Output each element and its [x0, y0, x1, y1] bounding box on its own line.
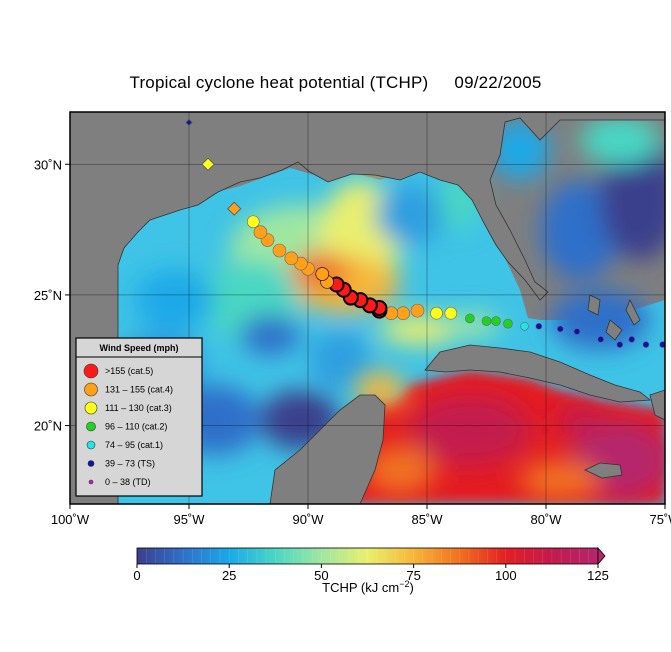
legend-marker [86, 421, 96, 432]
x-tick-label: 90˚W [292, 512, 324, 527]
track-point [597, 336, 605, 343]
colorbar-label-main: TCHP (kJ cm [322, 580, 399, 595]
x-tick-label: 95˚W [173, 512, 205, 527]
legend-item-label: 131 – 155 (cat.4) [105, 385, 173, 395]
track-point [659, 341, 665, 348]
track-point-landfall [227, 201, 242, 216]
legend-item-label: 74 – 95 (cat.1) [105, 440, 163, 450]
x-tick-label: 100˚W [51, 512, 90, 527]
legend-marker [87, 460, 95, 467]
legend-item-label: 0 – 38 (TD) [105, 477, 151, 487]
colorbar-label: TCHP (kJ cm−2) [322, 579, 414, 595]
y-tick-label: 30˚N [34, 157, 62, 172]
land-jamaica [584, 462, 623, 479]
legend-item-label: 111 – 130 (cat.3) [105, 403, 172, 413]
axis-ticks: 100˚W 95˚W 90˚W 85˚W 80˚W 75˚W 20˚N 25˚N 30˚N [34, 157, 671, 527]
land-yucatan [269, 394, 386, 504]
legend-item-label: >155 (cat.5) [105, 366, 153, 376]
track-point [573, 328, 581, 335]
track-point [616, 341, 624, 348]
legend-marker [86, 440, 96, 450]
track-point [410, 303, 425, 318]
track-point [430, 306, 443, 320]
colorbar-tick-label: 25 [222, 568, 236, 583]
legend-box [75, 337, 203, 497]
track-point [272, 243, 287, 258]
colorbar-tick-label: 50 [314, 568, 328, 583]
track-point [520, 321, 529, 331]
land-cuba [424, 344, 652, 403]
track-point [503, 318, 513, 329]
track-point [246, 215, 260, 229]
track-point [535, 322, 543, 330]
land-bahamas-3 [625, 299, 641, 326]
land-us-gulf-coast [70, 112, 665, 504]
track-point [465, 313, 475, 324]
track-point [444, 306, 458, 320]
colorbar-ticks: 0 25 50 75 100 125 [133, 549, 609, 583]
legend-items: >155 (cat.5) 131 – 155 (cat.4) 111 – 130 (… [83, 363, 173, 487]
land-bahamas-1 [587, 294, 601, 316]
land-bahamas-2 [605, 319, 623, 341]
legend-item-label: 39 – 73 (TS) [105, 459, 155, 469]
colorbar-tick-label: 75 [406, 568, 420, 583]
legend-title: Wind Speed (mph) [100, 343, 179, 353]
land-masses [70, 112, 665, 504]
track-point [253, 225, 268, 240]
wind-legend: Wind Speed (mph) >155 (cat.5) 131 – 155 (… [75, 337, 203, 497]
x-tick-label: 85˚W [411, 512, 443, 527]
colorbar-tick-label: 0 [133, 568, 140, 583]
legend-marker [88, 479, 94, 485]
hurricane-track [185, 118, 665, 348]
track-point-landfall [185, 118, 193, 127]
legend-item-label: 96 – 110 (cat.2) [105, 422, 167, 432]
colorbar-arrow [597, 546, 606, 566]
track-point [628, 336, 635, 343]
graticule [70, 112, 665, 504]
legend-marker [83, 363, 99, 379]
legend-marker [84, 401, 98, 415]
track-point [284, 251, 299, 266]
colorbar: 0 25 50 75 100 125 TCHP (kJ cm−2) [133, 546, 609, 595]
map-title: Tropical cyclone heat potential (TCHP) 09… [0, 73, 671, 93]
track-point [642, 341, 650, 348]
title-date: 09/22/2005 [454, 73, 542, 92]
track-point [491, 316, 501, 326]
x-tick-label: 80˚W [530, 512, 562, 527]
land-hispaniola [649, 389, 665, 421]
track-point [396, 306, 411, 321]
legend-marker [84, 382, 98, 397]
colorbar-label-sup: −2 [399, 579, 409, 589]
track-point-landfall [201, 157, 215, 171]
y-tick-label: 20˚N [34, 419, 62, 434]
colorbar-tick-label: 125 [587, 568, 609, 583]
y-tick-label: 25˚N [34, 288, 62, 303]
track-point [481, 316, 492, 326]
colorbar-label-end: ) [409, 580, 413, 595]
x-tick-label: 75˚W [649, 512, 671, 527]
map-frame [69, 111, 666, 505]
track-point [315, 267, 330, 281]
colorbar-tick-label: 100 [495, 568, 517, 583]
title-text: Tropical cyclone heat potential (TCHP) [129, 73, 429, 92]
track-point [556, 325, 564, 333]
